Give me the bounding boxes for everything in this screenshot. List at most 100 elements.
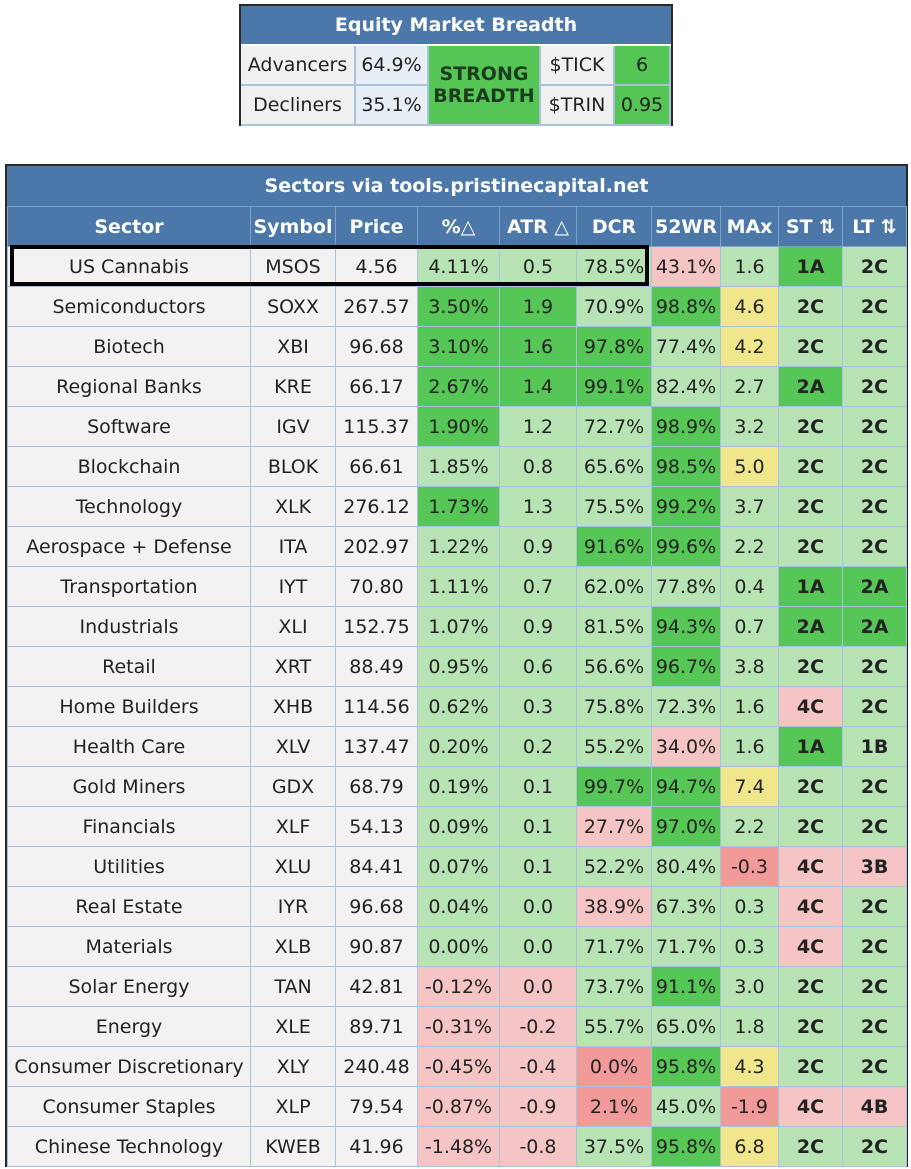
cell-st: 2C (778, 646, 843, 687)
table-row: Financials XLF 54.13 0.09% 0.1 27.7% 97.0% 2.2 2… (7, 806, 907, 847)
tick-value: 6 (615, 46, 671, 86)
cell-dcr: 65.6% (576, 446, 652, 487)
cell-st: 2C (778, 1126, 843, 1167)
cell-pct: 3.50% (417, 286, 500, 327)
cell-sector: Retail (7, 646, 251, 687)
cell-atr: 0.7 (499, 566, 577, 607)
cell-pct: 2.67% (417, 366, 500, 407)
cell-sector: Health Care (7, 726, 251, 767)
cell-st: 1A (778, 246, 843, 287)
cell-52wr: 82.4% (651, 366, 721, 407)
table-row: Consumer Discretionary XLY 240.48 -0.45% -0.… (7, 1046, 907, 1087)
cell-dcr: 71.7% (576, 926, 652, 967)
cell-price: 240.48 (335, 1046, 418, 1087)
cell-atr: 0.0 (499, 886, 577, 927)
trin-value: 0.95 (615, 86, 671, 126)
cell-price: 70.80 (335, 566, 418, 607)
cell-dcr: 81.5% (576, 606, 652, 647)
cell-sector: Blockchain (7, 446, 251, 487)
cell-atr: 0.0 (499, 926, 577, 967)
cell-price: 79.54 (335, 1086, 418, 1127)
table-row: Solar Energy TAN 42.81 -0.12% 0.0 73.7% 91.1% 3… (7, 966, 907, 1007)
table-row: Materials XLB 90.87 0.00% 0.0 71.7% 71.7% 0.3 4C… (7, 926, 907, 967)
cell-sector: Gold Miners (7, 766, 251, 807)
cell-dcr: 27.7% (576, 806, 652, 847)
header-dcr[interactable]: DCR (576, 206, 652, 247)
cell-pct: 1.22% (417, 526, 500, 567)
cell-atr: 1.2 (499, 406, 577, 447)
cell-st: 2C (778, 1046, 843, 1087)
table-row: US Cannabis MSOS 4.56 4.11% 0.5 78.5% 43.1% 1.6… (7, 246, 907, 287)
header-52wr[interactable]: 52WR (651, 206, 721, 247)
cell-lt: 2C (842, 446, 907, 487)
breadth-panel: Equity Market Breadth Advancers 64.9% De… (239, 4, 673, 126)
cell-dcr: 75.8% (576, 686, 652, 727)
cell-price: 42.81 (335, 966, 418, 1007)
cell-lt: 2C (842, 646, 907, 687)
cell-dcr: 56.6% (576, 646, 652, 687)
cell-symbol: IYT (250, 566, 336, 607)
breadth-status-line2: BREADTH (433, 85, 535, 107)
cell-sector: US Cannabis (7, 246, 251, 287)
cell-max: 3.7 (720, 486, 779, 527)
cell-lt: 2C (842, 286, 907, 327)
cell-dcr: 62.0% (576, 566, 652, 607)
cell-pct: 0.95% (417, 646, 500, 687)
cell-52wr: 98.8% (651, 286, 721, 327)
cell-atr: -0.2 (499, 1006, 577, 1047)
header-symbol[interactable]: Symbol (250, 206, 336, 247)
cell-lt: 1B (842, 726, 907, 767)
cell-max: 1.6 (720, 246, 779, 287)
cell-dcr: 97.8% (576, 326, 652, 367)
cell-52wr: 95.8% (651, 1046, 721, 1087)
header-pct-change[interactable]: %△ (417, 206, 500, 247)
cell-max: 0.7 (720, 606, 779, 647)
cell-price: 276.12 (335, 486, 418, 527)
cell-st: 4C (778, 926, 843, 967)
cell-lt: 4B (842, 1086, 907, 1127)
cell-symbol: GDX (250, 766, 336, 807)
cell-52wr: 99.2% (651, 486, 721, 527)
table-row: Retail XRT 88.49 0.95% 0.6 56.6% 96.7% 3.8 2C 2C (7, 646, 907, 687)
cell-52wr: 98.5% (651, 446, 721, 487)
cell-price: 88.49 (335, 646, 418, 687)
cell-symbol: TAN (250, 966, 336, 1007)
header-price[interactable]: Price (335, 206, 418, 247)
cell-symbol: XLV (250, 726, 336, 767)
header-max[interactable]: MAx (720, 206, 779, 247)
cell-atr: 1.3 (499, 486, 577, 527)
cell-dcr: 78.5% (576, 246, 652, 287)
cell-symbol: XHB (250, 686, 336, 727)
cell-52wr: 67.3% (651, 886, 721, 927)
header-atr-change[interactable]: ATR △ (499, 206, 577, 247)
cell-symbol: BLOK (250, 446, 336, 487)
cell-lt: 2C (842, 1126, 907, 1167)
cell-52wr: 43.1% (651, 246, 721, 287)
cell-atr: 0.1 (499, 846, 577, 887)
header-sector[interactable]: Sector (7, 206, 251, 247)
cell-lt: 2C (842, 526, 907, 567)
cell-52wr: 45.0% (651, 1086, 721, 1127)
cell-max: 5.0 (720, 446, 779, 487)
cell-sector: Financials (7, 806, 251, 847)
decliners-label: Decliners (241, 86, 356, 126)
cell-symbol: XBI (250, 326, 336, 367)
cell-symbol: XLE (250, 1006, 336, 1047)
cell-st: 2C (778, 526, 843, 567)
sectors-header-row: Sector Symbol Price %△ ATR △ DCR 52WR MA… (7, 206, 907, 247)
cell-pct: 0.09% (417, 806, 500, 847)
cell-sector: Biotech (7, 326, 251, 367)
trin-label: $TRIN (541, 86, 615, 126)
table-row: Health Care XLV 137.47 0.20% 0.2 55.2% 34.0% 1.… (7, 726, 907, 767)
cell-sector: Technology (7, 486, 251, 527)
header-lt[interactable]: LT ⇅ (842, 206, 907, 247)
cell-lt: 2C (842, 766, 907, 807)
cell-symbol: XLF (250, 806, 336, 847)
cell-52wr: 77.4% (651, 326, 721, 367)
header-st[interactable]: ST ⇅ (778, 206, 843, 247)
cell-max: 3.8 (720, 646, 779, 687)
cell-pct: 1.85% (417, 446, 500, 487)
cell-price: 90.87 (335, 926, 418, 967)
cell-atr: -0.9 (499, 1086, 577, 1127)
cell-price: 66.61 (335, 446, 418, 487)
